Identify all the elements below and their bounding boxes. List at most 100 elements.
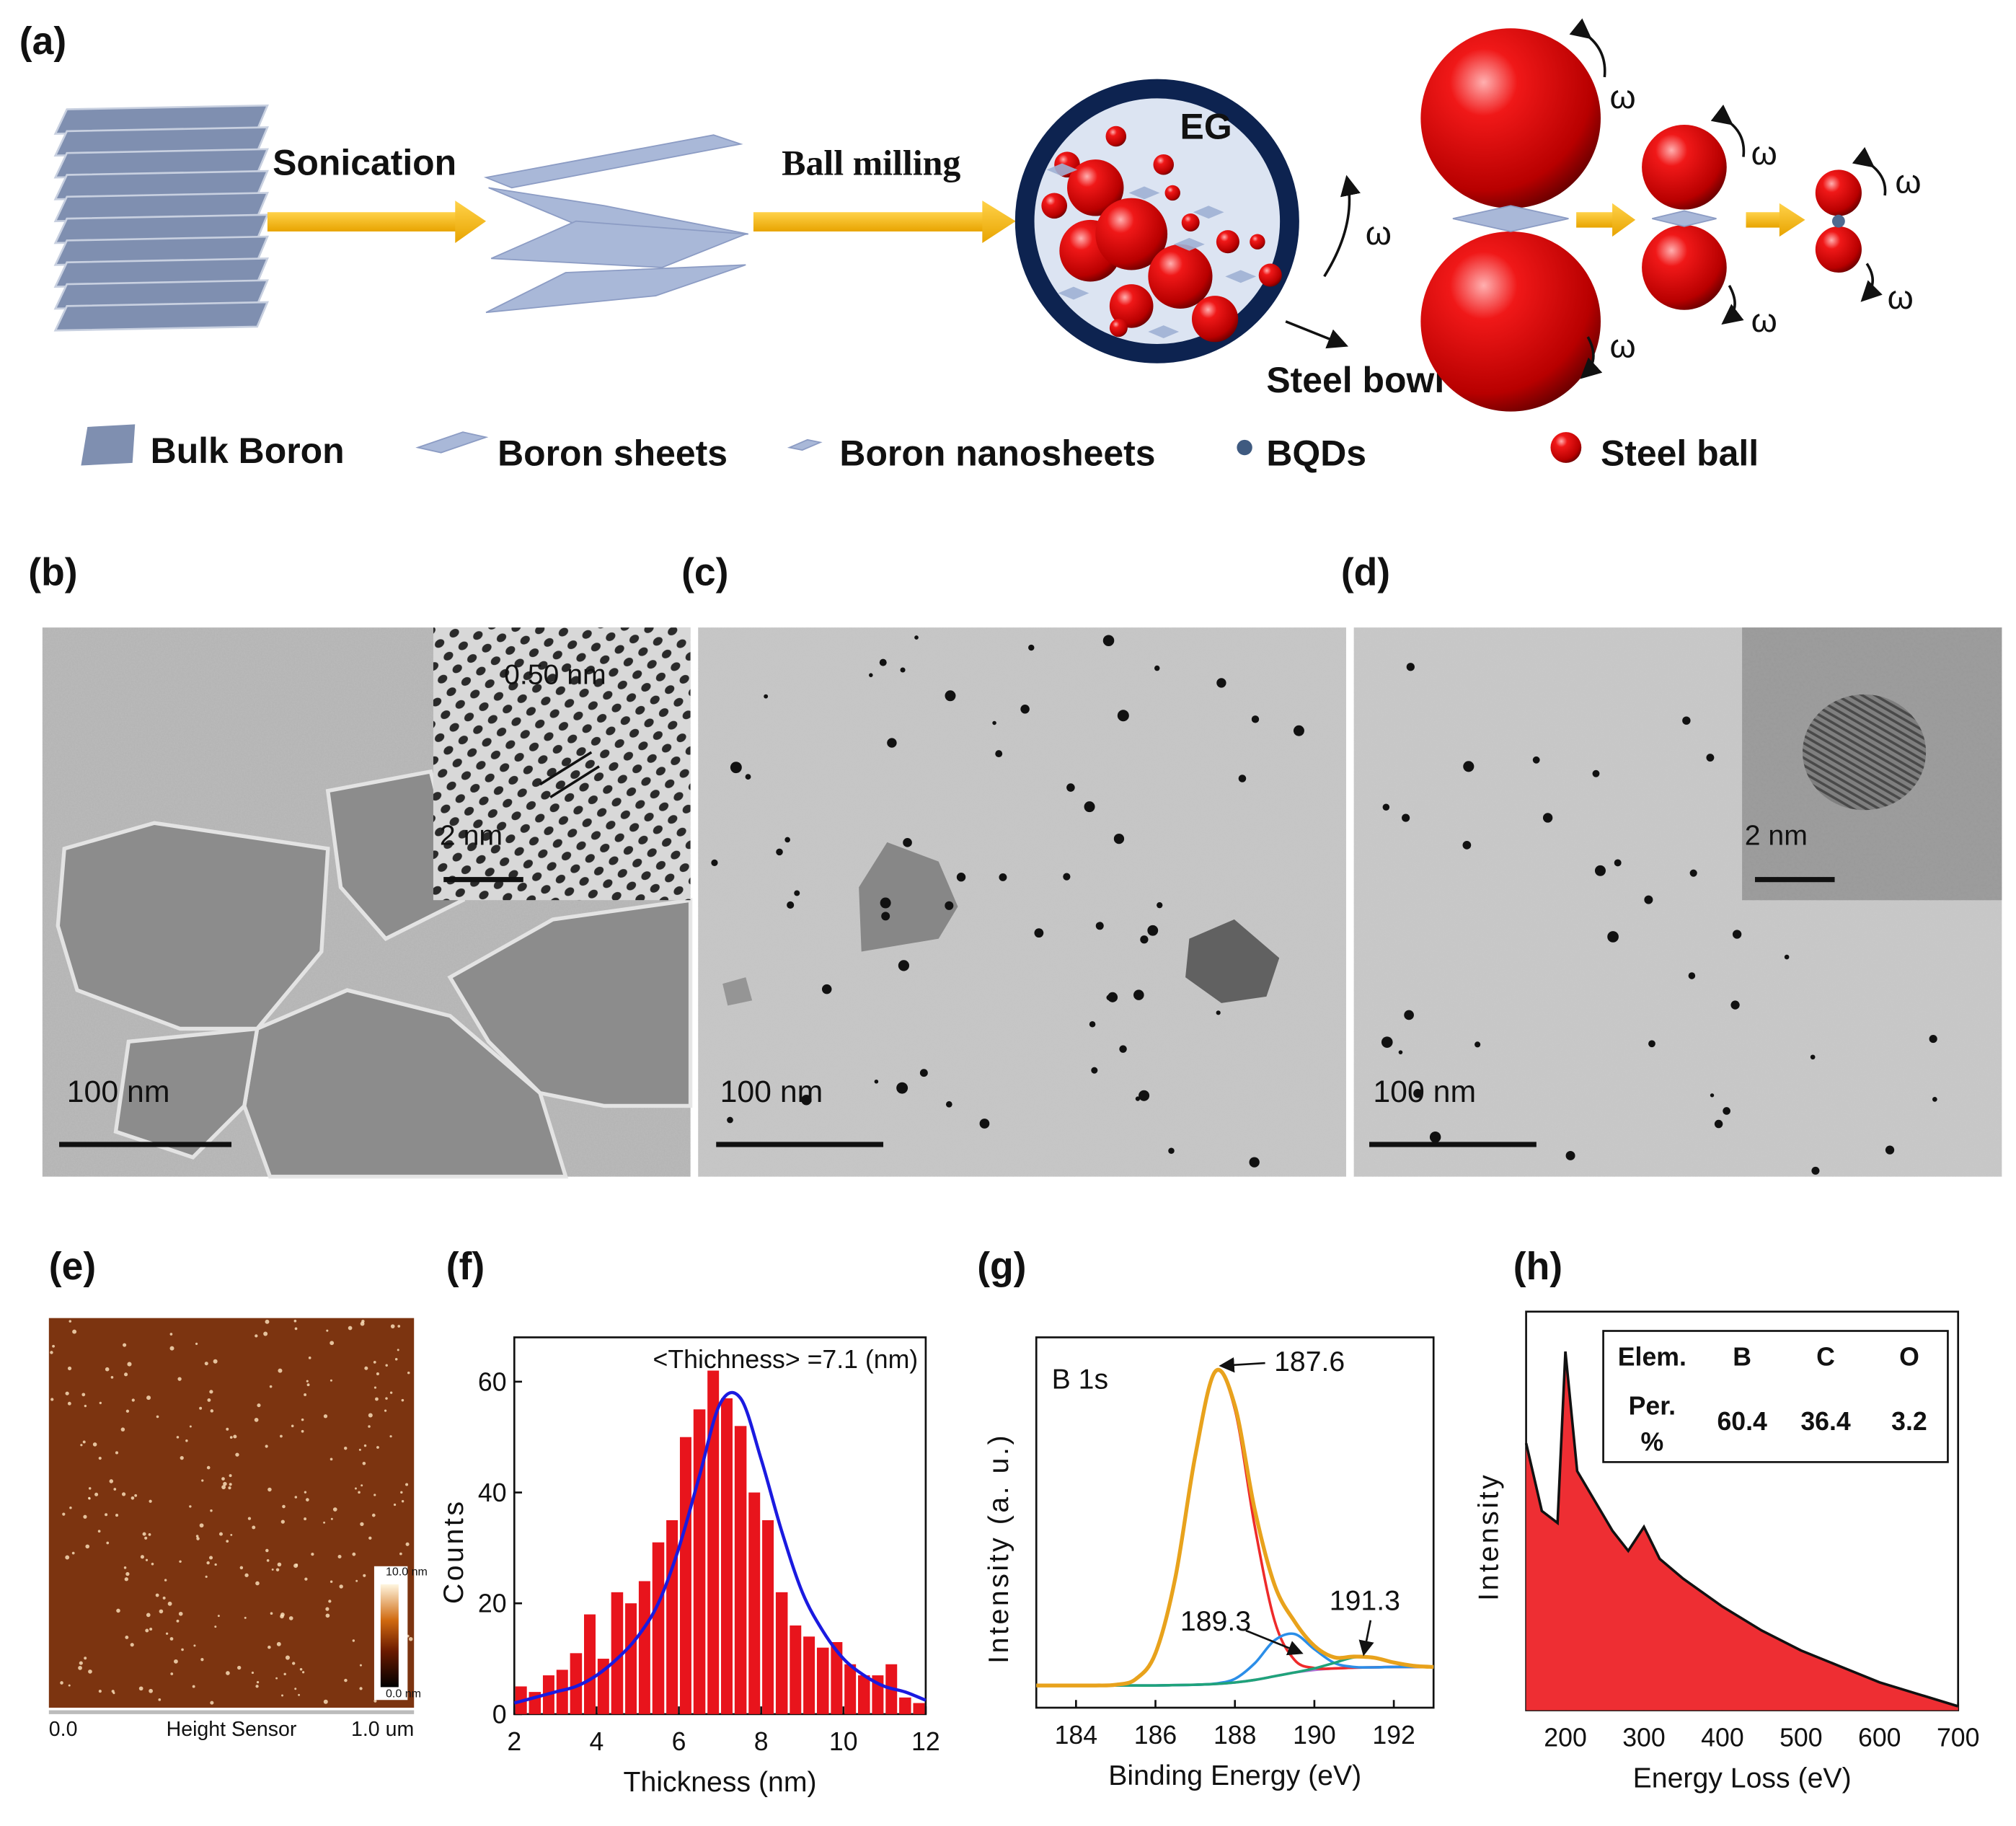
afm-particle bbox=[204, 1362, 208, 1366]
boron-flake bbox=[1225, 270, 1257, 283]
nanoparticle bbox=[1091, 1067, 1098, 1074]
omega: ω bbox=[1751, 301, 1777, 339]
afm-particle bbox=[358, 1448, 361, 1451]
nanoparticle bbox=[1117, 710, 1129, 722]
nanoparticle bbox=[1404, 1010, 1414, 1020]
bar bbox=[652, 1542, 665, 1714]
nanoparticle bbox=[896, 1082, 908, 1094]
nanoparticle bbox=[1542, 813, 1553, 823]
panel-label: (g) bbox=[977, 1245, 1026, 1288]
afm-particle bbox=[177, 1377, 182, 1381]
legend-icon bbox=[415, 431, 489, 454]
afm-particle bbox=[105, 1513, 108, 1517]
nanoparticle bbox=[1102, 635, 1115, 647]
afm-particle bbox=[209, 1390, 213, 1394]
bar bbox=[858, 1675, 870, 1714]
afm-particle bbox=[169, 1333, 173, 1336]
afm-particle bbox=[323, 1414, 328, 1419]
scale-bar bbox=[1754, 877, 1835, 883]
plot-frame bbox=[513, 1336, 927, 1716]
steel-ball bbox=[1164, 185, 1180, 201]
afm-particle bbox=[115, 1451, 119, 1455]
nanoparticle bbox=[1293, 725, 1304, 736]
afm-particle bbox=[373, 1699, 377, 1703]
bar bbox=[584, 1614, 596, 1714]
nanoparticle bbox=[879, 658, 887, 666]
spectrum-line bbox=[1036, 1655, 1434, 1687]
afm-particle bbox=[146, 1613, 151, 1618]
afm-particle bbox=[210, 1701, 214, 1705]
nanoparticle bbox=[1157, 902, 1163, 909]
x-tick-label: 700 bbox=[1937, 1723, 1980, 1752]
afm-particle bbox=[280, 1434, 283, 1438]
afm-particle bbox=[138, 1686, 143, 1691]
afm-particle bbox=[294, 1496, 298, 1499]
steel-ball bbox=[1420, 231, 1601, 412]
bar bbox=[748, 1492, 761, 1714]
boron-flake bbox=[1046, 163, 1078, 177]
bar bbox=[679, 1437, 691, 1714]
boron-sheet bbox=[1452, 205, 1569, 232]
colorbar-label: 10.0 nm bbox=[386, 1565, 428, 1578]
nanoparticle bbox=[874, 1079, 879, 1084]
afm-particle bbox=[251, 1671, 255, 1675]
afm-particle bbox=[62, 1512, 66, 1516]
afm-particle bbox=[192, 1685, 195, 1688]
rotation-arrow bbox=[1860, 263, 1883, 302]
omega: ω bbox=[1751, 134, 1777, 172]
afm-particle bbox=[257, 1403, 261, 1408]
bar bbox=[734, 1426, 747, 1714]
afm-particle bbox=[218, 1532, 223, 1536]
nanoparticle bbox=[1382, 803, 1390, 811]
afm-particle bbox=[72, 1329, 77, 1334]
ball-milling-label: Ball milling bbox=[782, 144, 960, 183]
nanoparticle bbox=[979, 1119, 990, 1129]
afm-particle bbox=[149, 1499, 152, 1503]
afm-particle bbox=[189, 1505, 192, 1508]
nanoparticle bbox=[1706, 754, 1715, 762]
nanoparticle bbox=[1644, 895, 1653, 904]
x-tick-label: 190 bbox=[1293, 1721, 1335, 1750]
scale-bar bbox=[443, 877, 523, 883]
nanoparticle bbox=[1119, 1045, 1127, 1053]
x-tick-label: 192 bbox=[1372, 1721, 1415, 1750]
steel-ball bbox=[1041, 193, 1068, 219]
afm-particle bbox=[67, 1366, 72, 1371]
afm-particle bbox=[330, 1379, 332, 1382]
scale-bar bbox=[716, 1142, 884, 1147]
boron-flake bbox=[1193, 206, 1224, 219]
afm-particle bbox=[361, 1319, 365, 1323]
afm-particle bbox=[332, 1507, 337, 1512]
afm-particle bbox=[256, 1680, 260, 1684]
afm-particle bbox=[275, 1677, 278, 1680]
panel-label: (h) bbox=[1513, 1245, 1562, 1288]
omega: ω bbox=[1609, 78, 1635, 115]
afm-particle bbox=[276, 1641, 281, 1646]
nanoparticle bbox=[995, 750, 1003, 758]
afm-particle bbox=[328, 1600, 332, 1603]
afm-particle bbox=[305, 1498, 309, 1501]
afm-particle bbox=[235, 1452, 239, 1457]
rotation-arrow bbox=[1721, 284, 1744, 325]
afm-particle bbox=[124, 1372, 128, 1377]
nanoparticle bbox=[1885, 1145, 1895, 1155]
scale-label: 2 nm bbox=[1745, 819, 1808, 851]
peak-pointer bbox=[1358, 1620, 1374, 1657]
nanoparticle bbox=[919, 1069, 928, 1077]
afm-particle bbox=[199, 1406, 203, 1410]
colorbar bbox=[380, 1584, 399, 1688]
legend: Bulk Boron Boron sheets Boron nanosheets… bbox=[81, 424, 1759, 473]
afm-particle bbox=[266, 1559, 270, 1562]
tem-b: 0.50 nm 2 nm 100 nm bbox=[42, 627, 693, 1179]
bar bbox=[707, 1370, 720, 1714]
table-header: Elem. bbox=[1618, 1343, 1686, 1372]
x-tick-label: 500 bbox=[1780, 1723, 1823, 1752]
afm-particle bbox=[80, 1444, 83, 1447]
steel-ball bbox=[1258, 263, 1282, 287]
afm-particle bbox=[144, 1536, 148, 1540]
afm-particle bbox=[185, 1439, 188, 1442]
bar bbox=[721, 1398, 733, 1714]
nanoparticle bbox=[945, 1101, 952, 1108]
y-tick-label: 60 bbox=[478, 1367, 507, 1396]
steel-bowl-label: Steel bowl bbox=[1266, 360, 1444, 400]
